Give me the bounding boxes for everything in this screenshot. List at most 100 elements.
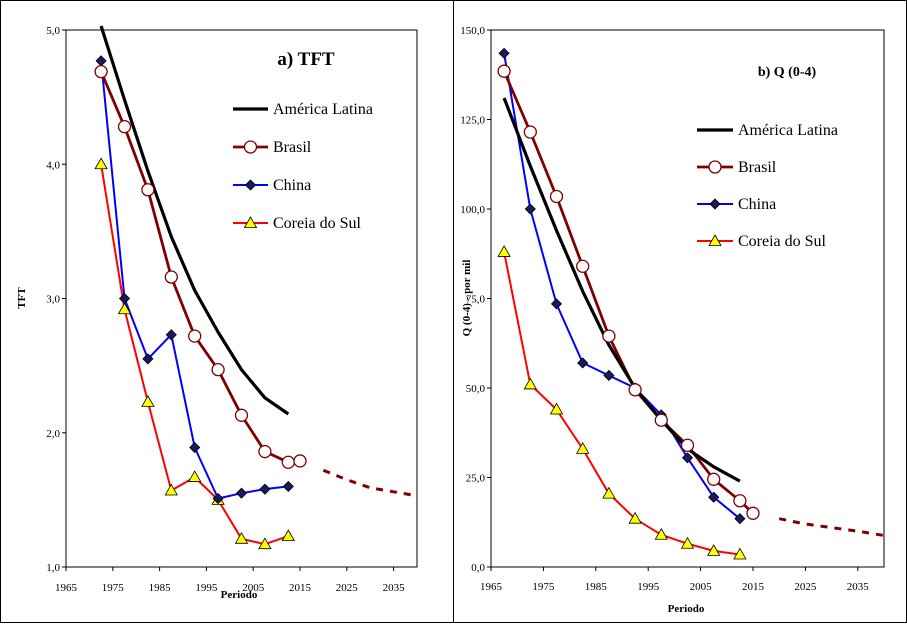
series-line-america-latina <box>502 97 741 483</box>
data-point-brasil <box>654 413 668 427</box>
x-tick-label: 2015 <box>289 582 312 594</box>
data-point-china <box>118 292 131 305</box>
data-point-coreia <box>497 245 511 257</box>
series-line-brasil <box>99 71 301 464</box>
data-point-china <box>708 491 720 503</box>
legend-label: Brasil <box>273 139 312 156</box>
y-axis-title: TFT <box>16 287 28 309</box>
data-point-brasil <box>117 120 132 134</box>
y-tick-label: 5,0 <box>46 25 60 37</box>
data-point-brasil <box>576 259 590 273</box>
data-point-coreia <box>628 511 642 524</box>
data-point-brasil <box>628 383 642 397</box>
y-tick-label: 4,0 <box>46 159 60 171</box>
x-tick-label: 2025 <box>336 582 359 594</box>
data-point-coreia <box>523 377 537 390</box>
legend-marker-coreia <box>243 216 258 228</box>
y-tick-label: 125,0 <box>460 115 485 127</box>
projection-line <box>322 468 418 498</box>
x-tick-label: 2005 <box>690 581 713 593</box>
x-tick-label: 2005 <box>242 582 265 594</box>
data-point-coreia <box>602 486 616 499</box>
x-axis-q04: 1965 1975 1985 1995 2005 2015 2025 2035 <box>480 567 869 593</box>
legend-label: Coreia do Sul <box>738 233 827 250</box>
data-point-china <box>524 203 536 215</box>
data-point-brasil <box>293 454 307 468</box>
data-point-brasil <box>164 270 178 284</box>
y-tick-label: 50,0 <box>466 383 486 395</box>
data-point-coreia <box>549 402 564 415</box>
data-point-brasil <box>733 494 747 508</box>
series-line-coreia <box>503 251 741 556</box>
x-tick-label: 1965 <box>480 581 503 593</box>
x-tick-label: 2035 <box>847 581 870 593</box>
x-tick-label: 1985 <box>149 582 172 594</box>
y-tick-label: 150,0 <box>460 25 485 37</box>
data-point-brasil <box>497 64 511 78</box>
legend-tft: América Latina Brasil China Coreia do Sul <box>233 101 373 232</box>
x-tick-label: 1975 <box>532 581 555 593</box>
data-point-coreia <box>188 470 202 482</box>
series-line-china <box>503 53 741 520</box>
data-point-coreia <box>117 302 132 315</box>
data-point-coreia <box>258 537 272 550</box>
x-axis-title: Periodo <box>668 603 705 615</box>
x-axis-tft: 1965 1975 1985 1995 2005 2015 2025 2035 <box>55 567 405 594</box>
data-point-brasil <box>94 64 108 79</box>
y-tick-label: 1,0 <box>46 562 60 574</box>
data-point-china <box>603 369 615 382</box>
projection-line <box>778 517 885 537</box>
y-axis-tft: 1,0 2,0 3,0 4,0 5,0 <box>46 25 66 574</box>
data-point-china <box>212 492 224 505</box>
legend-label: China <box>273 177 311 194</box>
data-point-china <box>142 353 154 365</box>
legend-marker-brasil <box>243 140 258 154</box>
x-tick-label: 1965 <box>55 582 78 594</box>
y-tick-label: 2,0 <box>46 428 60 440</box>
data-point-coreia <box>654 527 668 540</box>
data-point-brasil <box>680 438 695 452</box>
data-point-coreia <box>733 547 747 560</box>
legend-label: Coreia do Sul <box>273 215 362 232</box>
legend-label: América Latina <box>273 101 373 118</box>
x-tick-label: 2025 <box>794 581 817 593</box>
x-tick-label: 1975 <box>102 582 125 594</box>
x-axis-title: Periodo <box>221 589 258 601</box>
x-tick-label: 1995 <box>195 582 218 594</box>
data-point-china <box>734 513 746 525</box>
y-tick-label: 0,0 <box>471 562 485 574</box>
data-point-brasil <box>707 472 721 486</box>
data-point-china <box>259 483 271 495</box>
data-point-china <box>235 487 248 499</box>
series-line-america-latina <box>99 25 290 416</box>
data-point-coreia <box>164 483 178 496</box>
data-point-brasil <box>549 189 564 204</box>
legend-label: Brasil <box>738 159 777 176</box>
legend-marker-china <box>709 198 721 210</box>
panel-tft: 1,0 2,0 3,0 4,0 5,0 1965 1975 1985 1995 2005 2015… <box>16 25 418 601</box>
panel-title: a) TFT <box>277 49 335 70</box>
x-tick-label: 2015 <box>742 581 765 593</box>
data-point-coreia <box>680 536 695 549</box>
legend-marker-brasil <box>708 160 722 174</box>
x-tick-label: 1995 <box>637 581 660 593</box>
data-point-brasil <box>141 183 155 197</box>
x-tick-label: 1985 <box>585 581 608 593</box>
legend-marker-china <box>244 179 257 191</box>
y-tick-label: 25,0 <box>466 473 486 485</box>
data-point-brasil <box>746 506 760 520</box>
legend-label: China <box>738 196 776 213</box>
data-point-coreia <box>141 395 155 407</box>
data-point-coreia <box>234 532 249 544</box>
data-point-china <box>282 480 294 493</box>
data-point-coreia <box>281 529 295 542</box>
data-point-brasil <box>258 444 272 459</box>
y-tick-label: 3,0 <box>46 294 60 306</box>
y-axis-q04: 0,0 25,0 50,0 75,0 100,0 125,0 150,0 <box>460 25 491 574</box>
data-point-china <box>498 47 510 59</box>
series-group-q04 <box>497 47 885 560</box>
data-point-coreia <box>94 157 108 170</box>
